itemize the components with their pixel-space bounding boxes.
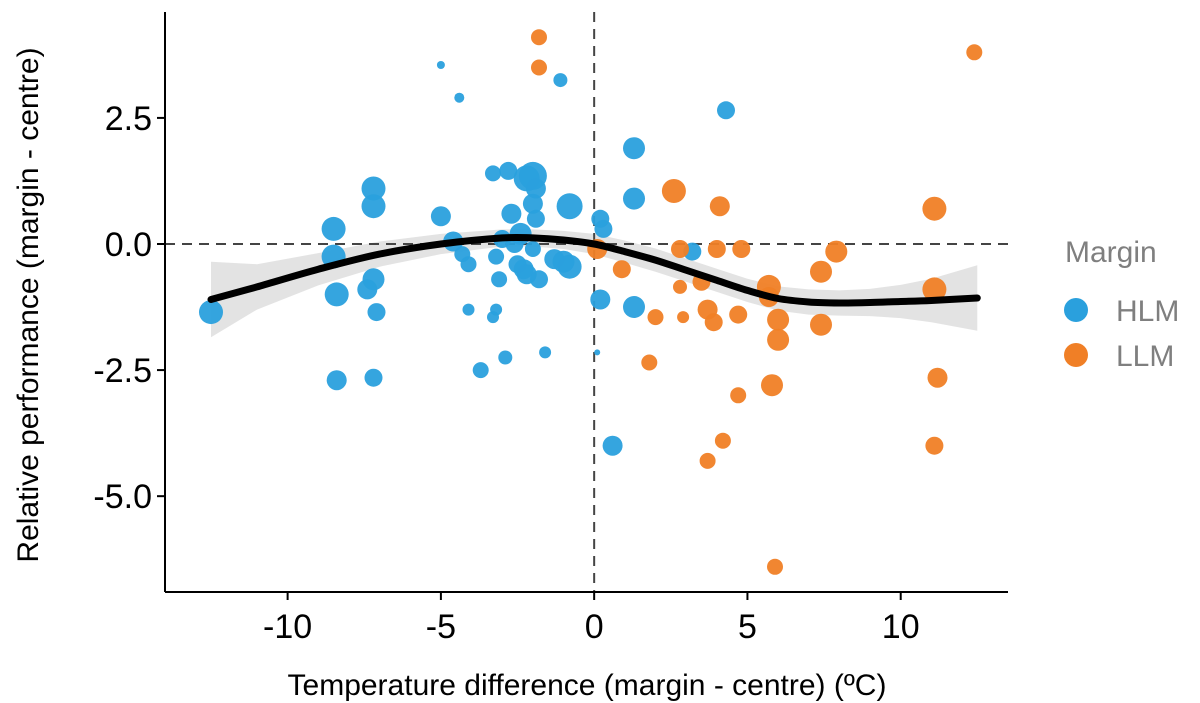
data-point-hlm [361,194,386,219]
data-point-hlm [623,296,645,318]
data-point-llm [732,240,751,258]
data-point-hlm [361,176,386,201]
x-tick-label: -10 [263,608,312,646]
axes-layer: -10 -5 0 5 10 2.5 0.0 -2.5 -5.0 [93,12,1008,646]
data-point-hlm [472,362,489,379]
data-point-llm [647,309,664,326]
data-point-llm [673,279,687,294]
confidence-band-layer [211,229,978,338]
data-point-hlm [367,303,386,322]
data-point-llm [761,374,783,397]
x-tick-label: 10 [882,608,920,646]
data-point-llm [767,308,790,331]
data-point-hlm [539,346,552,359]
data-point-llm [729,305,748,324]
data-point-hlm [501,203,522,224]
data-point-llm [531,29,547,46]
data-point-llm [810,260,832,283]
data-points-layer [199,29,983,575]
data-point-llm [707,240,726,258]
legend-label-llm: LLM [1116,340,1174,373]
legend: Margin HLM LLM [1064,236,1179,373]
data-point-hlm [553,73,568,88]
data-point-llm [927,367,948,388]
data-point-llm [671,240,689,258]
data-point-llm [709,196,730,217]
data-point-hlm [602,435,623,456]
trend-line-layer [207,233,981,307]
data-point-llm [767,558,783,575]
x-axis-title: Temperature difference (margin - centre)… [288,669,887,702]
data-point-llm [531,59,547,76]
data-point-hlm [509,222,532,245]
data-point-hlm [485,165,501,182]
data-point-hlm [324,282,349,307]
data-point-llm [767,328,790,351]
x-tick-label: 0 [585,608,604,646]
data-point-hlm [594,219,613,238]
data-point-hlm [454,92,465,103]
data-point-llm [730,387,747,404]
legend-swatch-llm [1064,343,1088,367]
data-point-hlm [321,216,346,241]
data-point-llm [661,179,686,203]
data-point-hlm [522,193,543,214]
data-point-hlm [556,193,583,220]
data-point-llm [966,44,983,61]
x-tick-label: 5 [738,608,757,646]
data-point-hlm [499,161,518,180]
data-point-hlm [594,349,601,356]
data-point-hlm [526,209,545,228]
data-point-hlm [487,311,499,324]
data-point-hlm [430,206,451,227]
data-point-hlm [524,241,541,257]
data-point-llm [825,240,848,263]
legend-title: Margin [1065,236,1157,269]
data-point-llm [612,260,631,279]
data-point-llm [810,313,832,336]
data-point-hlm [364,368,383,387]
data-point-llm [714,432,731,449]
data-point-hlm [326,370,347,391]
confidence-band [211,229,978,338]
data-point-hlm [525,178,546,199]
data-point-llm [641,354,658,371]
data-point-hlm [357,279,378,300]
data-point-hlm [557,254,582,279]
data-point-hlm [199,300,223,325]
legend-swatch-hlm [1064,298,1088,322]
y-tick-label: 0.0 [105,226,152,264]
legend-label-hlm: HLM [1116,295,1179,328]
y-tick-label: -5.0 [93,478,152,516]
data-point-hlm [488,248,505,265]
data-point-llm [922,277,947,302]
data-point-llm [677,311,690,324]
y-tick-label: 2.5 [105,100,152,138]
trend-line [207,233,981,307]
data-point-hlm [498,350,513,365]
data-point-hlm [462,303,475,316]
data-point-hlm [491,271,508,288]
data-point-hlm [717,101,735,120]
data-point-hlm [590,289,611,310]
data-point-llm [699,452,716,469]
data-point-hlm [436,61,445,69]
x-tick-label: -5 [426,608,456,646]
data-point-llm [922,196,947,221]
y-axis-title: Relative performance (margin - centre) [12,47,45,562]
data-point-llm [925,436,944,455]
data-point-hlm [460,256,477,273]
y-tick-label: -2.5 [93,352,152,390]
data-point-llm [704,313,723,332]
data-point-hlm [623,187,645,210]
data-point-hlm [623,137,645,160]
data-point-hlm [530,270,548,289]
